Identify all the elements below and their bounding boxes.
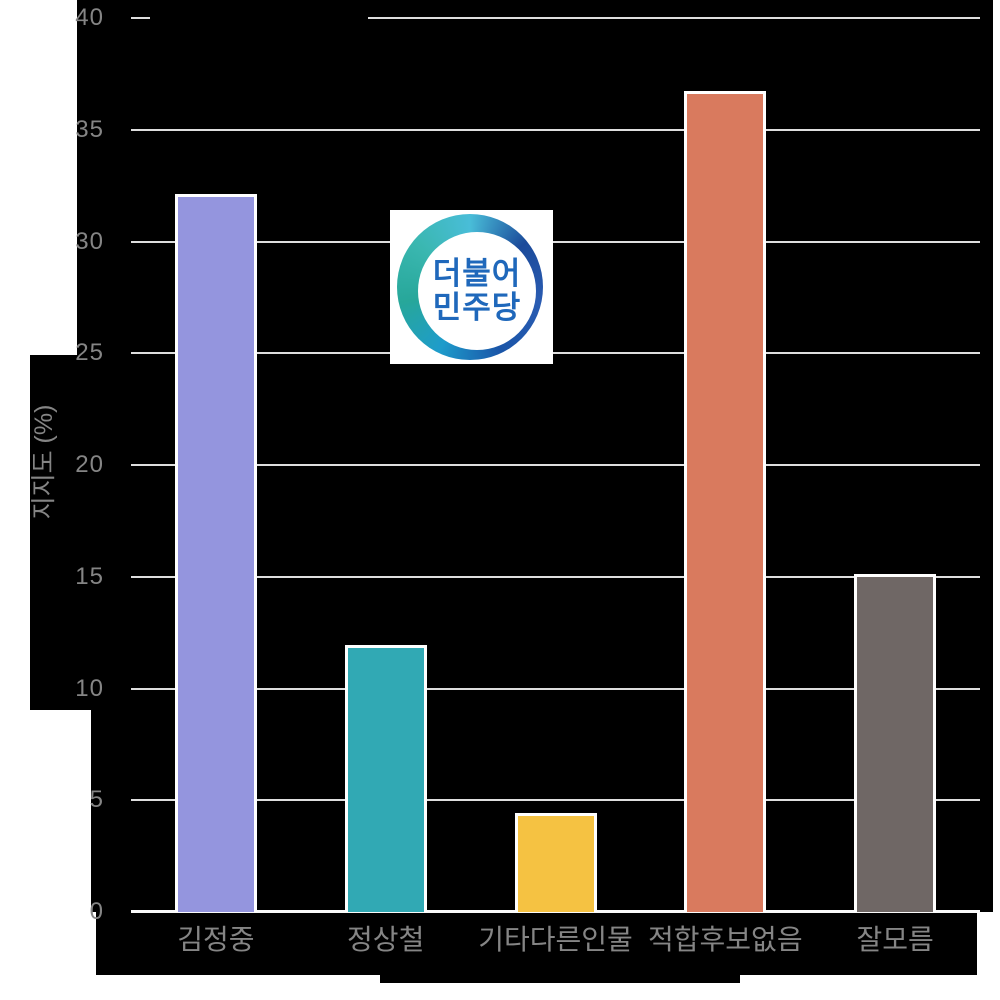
gridline-5 — [131, 799, 980, 802]
gridline-10 — [131, 687, 980, 690]
party-logo: 더불어 민주당 — [390, 210, 553, 364]
party-logo-inner-circle: 더불어 민주당 — [418, 232, 536, 350]
y-tick-label-15: 15 — [75, 562, 104, 590]
bar-김정중 — [174, 193, 257, 912]
y-axis-label: 지지도 (%) — [30, 404, 58, 520]
bar-잘모름 — [854, 573, 937, 912]
chart-surface-xticks-band-notch — [380, 912, 740, 983]
bar-기타다른인물 — [514, 812, 597, 912]
x-tick-label-기타다른인물: 기타다른인물 — [478, 924, 633, 955]
y-tick-label-40: 40 — [75, 4, 104, 31]
title-bar-redacted — [150, 8, 368, 20]
margin-notch-bottom-left — [77, 710, 91, 912]
gridline-40 — [131, 17, 980, 19]
y-tick-label-10: 10 — [75, 674, 104, 702]
y-tick-label-25: 25 — [75, 339, 104, 367]
gridline-30 — [131, 240, 980, 243]
y-tick-label-20: 20 — [75, 451, 104, 478]
y-tick-label-0: 0 — [89, 898, 104, 925]
x-tick-label-잘모름: 잘모름 — [856, 924, 934, 955]
x-tick-label-김정중: 김정중 — [177, 924, 255, 955]
party-logo-ring-icon: 더불어 민주당 — [397, 214, 543, 360]
x-tick-label-적합후보없음: 적합후보없음 — [648, 924, 803, 955]
gridline-35 — [131, 128, 980, 131]
bar-적합후보없음 — [684, 90, 767, 912]
y-tick-label-30: 30 — [75, 227, 104, 255]
gridline-15 — [131, 575, 980, 578]
y-tick-label-35: 35 — [75, 115, 104, 143]
y-tick-label-5: 5 — [89, 786, 104, 814]
gridline-25 — [131, 352, 980, 355]
party-logo-text-line1: 더불어 — [432, 256, 522, 291]
party-logo-text-line2: 민주당 — [432, 290, 522, 325]
chart-surface-ylabel-tab — [30, 355, 77, 710]
bar-정상철 — [344, 645, 427, 912]
x-tick-label-정상철: 정상철 — [347, 924, 425, 955]
gridline-20 — [131, 464, 980, 466]
